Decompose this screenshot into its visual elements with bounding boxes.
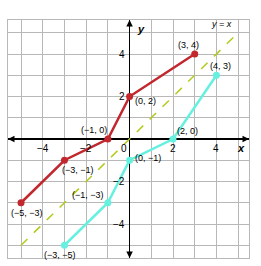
svg-text:y = x: y = x — [211, 19, 232, 29]
svg-text:(−1, −3): (−1, −3) — [72, 190, 104, 200]
svg-text:y: y — [137, 23, 145, 35]
svg-text:4: 4 — [213, 143, 219, 154]
svg-text:x: x — [237, 142, 245, 154]
svg-text:2: 2 — [170, 143, 176, 154]
svg-text:(−3, −5): (−3, −5) — [44, 250, 76, 260]
svg-text:(−3, −1): (−3, −1) — [62, 165, 94, 175]
svg-text:−2: −2 — [113, 176, 125, 187]
svg-text:(−1, 0): (−1, 0) — [81, 125, 107, 135]
svg-text:4: 4 — [119, 49, 125, 60]
svg-text:(2, 0): (2, 0) — [177, 126, 198, 136]
svg-text:2: 2 — [119, 91, 125, 102]
svg-text:−2: −2 — [80, 143, 92, 154]
svg-text:−4: −4 — [113, 219, 125, 230]
svg-text:(0, −1): (0, −1) — [135, 153, 161, 163]
svg-text:0: 0 — [121, 143, 127, 154]
svg-text:(−5, −3): (−5, −3) — [11, 208, 43, 218]
svg-text:−4: −4 — [37, 143, 49, 154]
svg-text:(3, 4): (3, 4) — [178, 40, 199, 50]
svg-text:(0, 2): (0, 2) — [135, 96, 156, 106]
svg-text:(4, 3): (4, 3) — [210, 61, 231, 71]
